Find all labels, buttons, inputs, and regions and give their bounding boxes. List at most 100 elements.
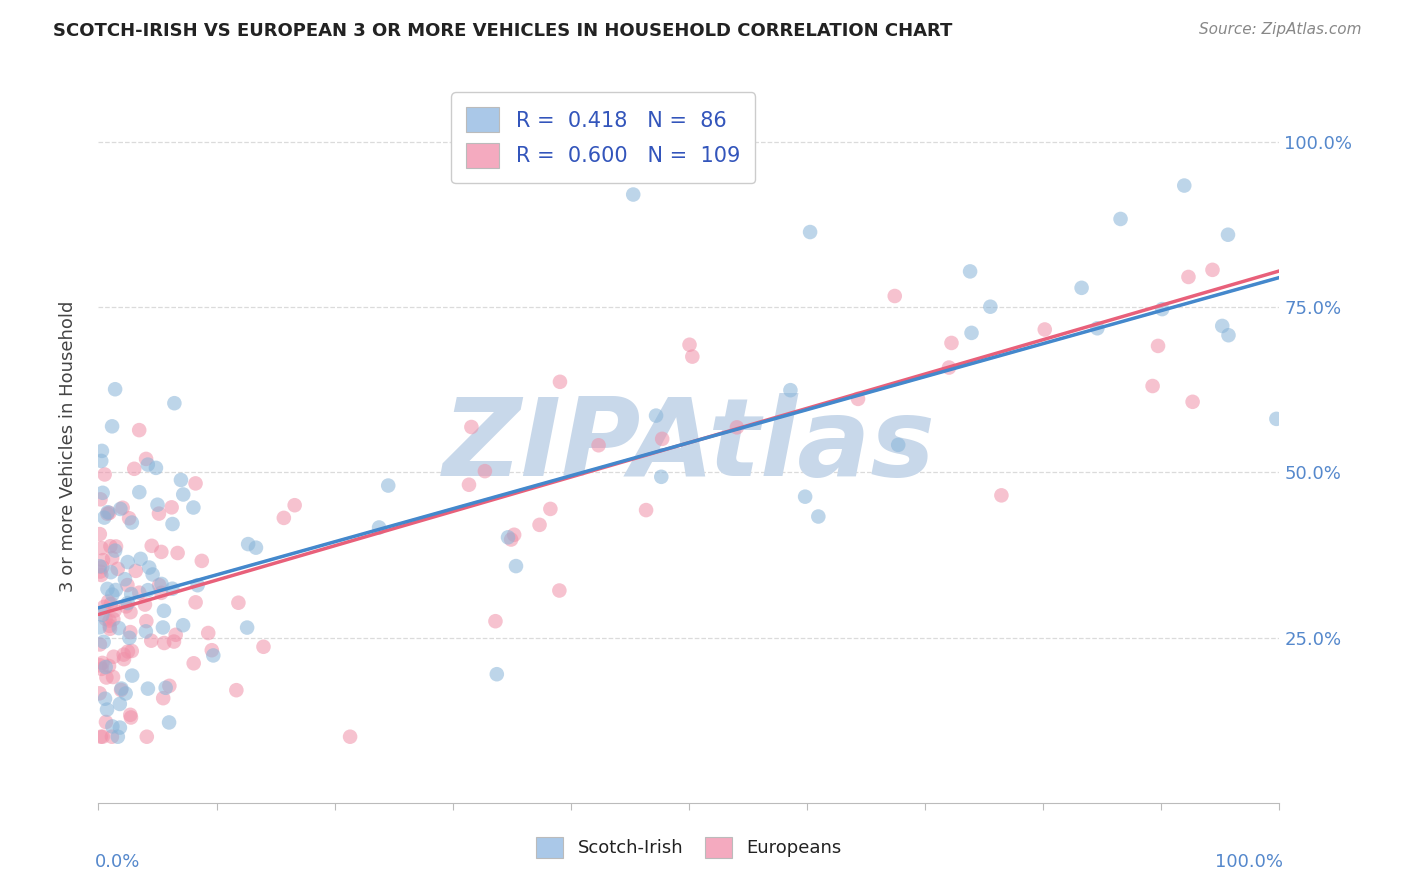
Point bbox=[114, 572, 136, 586]
Point bbox=[163, 634, 186, 648]
Point bbox=[162, 516, 184, 531]
Point bbox=[125, 564, 148, 578]
Point bbox=[107, 730, 129, 744]
Point bbox=[484, 614, 506, 628]
Point bbox=[98, 614, 121, 628]
Point bbox=[150, 586, 173, 600]
Point bbox=[111, 500, 134, 515]
Point bbox=[115, 599, 138, 614]
Point bbox=[96, 507, 118, 521]
Point bbox=[90, 541, 112, 555]
Point bbox=[110, 683, 132, 698]
Point bbox=[100, 597, 122, 611]
Point bbox=[104, 582, 127, 597]
Point bbox=[160, 500, 183, 515]
Point bbox=[120, 625, 142, 640]
Point bbox=[678, 337, 700, 351]
Point bbox=[94, 660, 117, 674]
Point bbox=[236, 537, 259, 551]
Point bbox=[141, 539, 163, 553]
Point bbox=[94, 612, 117, 626]
Point bbox=[636, 503, 658, 517]
Point bbox=[496, 530, 519, 544]
Point bbox=[273, 511, 295, 525]
Point bbox=[98, 622, 121, 636]
Point bbox=[645, 409, 668, 423]
Point bbox=[621, 187, 644, 202]
Point bbox=[114, 686, 136, 700]
Point bbox=[501, 533, 523, 547]
Point bbox=[141, 633, 163, 648]
Point bbox=[107, 562, 129, 576]
Point bbox=[97, 505, 120, 519]
Point bbox=[98, 506, 121, 520]
Text: 0.0%: 0.0% bbox=[94, 853, 141, 871]
Point bbox=[100, 539, 122, 553]
Point bbox=[91, 560, 114, 574]
Point bbox=[110, 502, 132, 516]
Point bbox=[1033, 322, 1056, 336]
Point bbox=[110, 681, 132, 696]
Point bbox=[938, 360, 960, 375]
Point bbox=[90, 662, 112, 676]
Point bbox=[129, 552, 152, 566]
Point bbox=[191, 554, 214, 568]
Point bbox=[96, 582, 118, 596]
Point bbox=[529, 517, 551, 532]
Point bbox=[93, 510, 115, 524]
Point bbox=[225, 683, 247, 698]
Point bbox=[538, 502, 561, 516]
Point bbox=[104, 543, 127, 558]
Point bbox=[117, 578, 139, 592]
Point bbox=[165, 628, 187, 642]
Point bbox=[990, 488, 1012, 502]
Point bbox=[474, 464, 496, 478]
Point bbox=[121, 644, 143, 658]
Point bbox=[1181, 394, 1204, 409]
Point bbox=[150, 545, 173, 559]
Point bbox=[120, 605, 142, 619]
Point bbox=[883, 289, 905, 303]
Point bbox=[108, 697, 131, 711]
Point bbox=[117, 555, 139, 569]
Point bbox=[121, 516, 143, 530]
Point bbox=[157, 679, 180, 693]
Point bbox=[1085, 321, 1108, 335]
Point bbox=[103, 649, 125, 664]
Point bbox=[377, 478, 399, 492]
Point bbox=[93, 467, 115, 482]
Text: Source: ZipAtlas.com: Source: ZipAtlas.com bbox=[1198, 22, 1361, 37]
Point bbox=[651, 432, 673, 446]
Point bbox=[153, 604, 176, 618]
Point bbox=[145, 461, 167, 475]
Point bbox=[152, 620, 174, 634]
Point bbox=[120, 710, 142, 724]
Point bbox=[101, 419, 124, 434]
Point bbox=[118, 631, 141, 645]
Point bbox=[112, 648, 135, 662]
Point bbox=[94, 691, 117, 706]
Point bbox=[122, 462, 145, 476]
Point bbox=[1152, 302, 1174, 317]
Point bbox=[1216, 227, 1239, 242]
Legend: Scotch-Irish, Europeans: Scotch-Irish, Europeans bbox=[529, 830, 849, 865]
Point bbox=[184, 595, 207, 609]
Point bbox=[1201, 263, 1223, 277]
Point bbox=[184, 476, 207, 491]
Point bbox=[485, 667, 508, 681]
Point bbox=[503, 528, 526, 542]
Point bbox=[135, 614, 157, 628]
Y-axis label: 3 or more Vehicles in Household: 3 or more Vehicles in Household bbox=[59, 301, 77, 591]
Point bbox=[89, 527, 111, 541]
Point bbox=[91, 730, 114, 744]
Point bbox=[150, 577, 173, 591]
Point bbox=[1147, 339, 1170, 353]
Point bbox=[202, 648, 225, 663]
Point bbox=[458, 477, 481, 491]
Point bbox=[779, 383, 801, 397]
Point bbox=[197, 626, 219, 640]
Point bbox=[163, 396, 186, 410]
Point bbox=[846, 392, 869, 406]
Point bbox=[97, 594, 120, 608]
Point bbox=[117, 596, 139, 610]
